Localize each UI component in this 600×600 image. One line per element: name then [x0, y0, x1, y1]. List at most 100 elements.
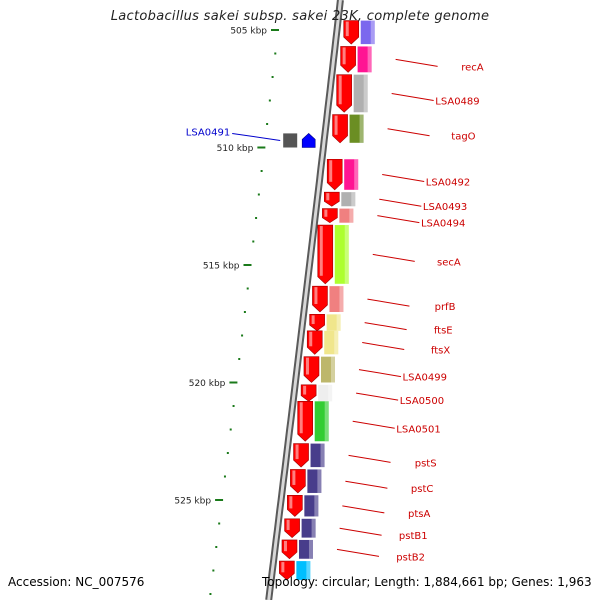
cog-block	[324, 330, 339, 355]
cds-arrow-highlight	[289, 496, 293, 509]
gene-reverse: LSA0489	[336, 74, 480, 113]
genome-title: Lactobacillus sakei subsp. sakei 23K, co…	[110, 9, 490, 24]
gene-leader-line	[391, 92, 434, 101]
gene-leader-line	[395, 58, 438, 67]
gene-reverse	[279, 560, 311, 581]
cog-block	[307, 469, 322, 493]
cds-arrow-highlight	[319, 226, 323, 276]
gene-reverse: LSA0492	[326, 158, 470, 191]
cog-block-shade	[336, 314, 341, 331]
gene-leader-line	[336, 548, 380, 557]
cds-arrow-highlight	[281, 562, 285, 573]
scale-tick-label: 520 kbp	[189, 379, 226, 389]
cds-arrow-highlight	[292, 470, 296, 485]
gene-leader-line	[339, 527, 382, 536]
cog-block	[341, 192, 356, 207]
gene-label: pstB2	[396, 552, 425, 563]
gene-leader-line	[345, 480, 388, 489]
cog-block-shade	[328, 384, 333, 402]
gene-reverse: pstS	[293, 443, 437, 469]
cog-block-shade	[324, 401, 329, 442]
gene-forward: LSA0491	[186, 127, 316, 148]
gene-leader-line	[342, 505, 385, 514]
gene-leader-line	[348, 454, 391, 463]
topology-text: Topology: circular; Length: 1,884,661 bp…	[262, 575, 592, 589]
cog-block-shade	[314, 495, 319, 517]
scale-tick-label: 505 kbp	[230, 27, 267, 37]
cds-arrow-highlight	[303, 385, 307, 395]
gene-leader-line	[372, 253, 415, 262]
scale-tick-label: 515 kbp	[203, 262, 240, 272]
cog-block	[296, 561, 311, 580]
cog-block-shade	[370, 20, 375, 45]
cds-arrow-highlight	[286, 519, 290, 531]
gene-reverse: LSA0501	[297, 401, 441, 442]
cog-block-shade	[363, 74, 368, 113]
gene-reverse: ftsE	[309, 314, 453, 337]
gene-reverse: pstB2	[281, 539, 425, 563]
cds-arrow-highlight	[283, 540, 287, 552]
cds-arrow-highlight	[295, 444, 299, 460]
gene-leader-line	[379, 198, 422, 207]
gene-label: LSA0499	[403, 373, 447, 384]
cog-block-shade	[351, 192, 356, 207]
gene-label: LSA0500	[400, 396, 444, 407]
cds-arrow-highlight	[342, 47, 346, 65]
gene-reverse: LSA0500	[300, 384, 444, 407]
gene-leader-line	[387, 128, 430, 137]
gene-reverse: prfB	[312, 285, 456, 313]
gene-reverse: LSA0499	[303, 356, 447, 384]
cog-block-shade	[339, 286, 344, 312]
gene-label: prfB	[435, 302, 456, 313]
gene-leader-line	[232, 132, 281, 141]
backbone-inner	[267, 0, 342, 600]
cog-block	[283, 133, 298, 148]
cds-arrow-highlight	[334, 115, 338, 135]
gene-label: pstS	[415, 458, 437, 469]
cog-block-shade	[367, 46, 372, 73]
gene-reverse: ftsX	[306, 330, 450, 357]
cds-arrow-highlight	[305, 357, 309, 375]
gene-label: LSA0501	[396, 424, 440, 435]
gene-label: ftsE	[434, 326, 453, 337]
cog-block-shade	[306, 561, 311, 580]
cog-block-shade	[349, 208, 354, 223]
cog-block	[329, 286, 344, 312]
cog-block	[314, 401, 329, 442]
gene-leader-line	[377, 215, 420, 224]
cog-block	[318, 384, 333, 402]
gene-reverse: LSA0494	[322, 208, 465, 230]
cog-block-shade	[354, 159, 359, 190]
cog-block	[301, 518, 316, 538]
gene-label: ftsX	[431, 346, 450, 357]
gene-leader-line	[367, 298, 410, 307]
cog-block-shade	[320, 443, 325, 468]
cog-block-shade	[311, 518, 316, 538]
gene-leader-line	[364, 322, 407, 331]
gene-label: LSA0489	[435, 96, 479, 107]
cog-block	[349, 114, 364, 143]
cog-block	[360, 20, 375, 45]
cog-block-shade	[344, 225, 349, 284]
gene-leader-line	[362, 342, 405, 351]
cog-block-shade	[330, 356, 335, 383]
gene-label: recA	[461, 62, 484, 73]
gene-reverse: pstB1	[284, 518, 428, 542]
cog-block-shade	[317, 469, 322, 493]
gene-reverse: secA	[317, 224, 461, 285]
scale-tick-label: 525 kbp	[174, 497, 211, 507]
cds-arrow-highlight	[338, 75, 342, 105]
gene-leader-line	[352, 420, 395, 429]
gene-leader-line	[356, 392, 399, 401]
gene-reverse: recA	[340, 46, 484, 73]
cog-block	[310, 443, 325, 468]
gene-label: LSA0493	[423, 202, 467, 213]
gene-label: pstB1	[399, 531, 428, 542]
cds-arrow-highlight	[311, 315, 315, 325]
gene-reverse: LSA0493	[323, 191, 467, 213]
gene-label: LSA0492	[426, 178, 470, 189]
gene-label: ptsA	[408, 509, 430, 520]
gene-reverse: tagO	[332, 114, 476, 144]
cog-block-shade	[359, 114, 364, 143]
